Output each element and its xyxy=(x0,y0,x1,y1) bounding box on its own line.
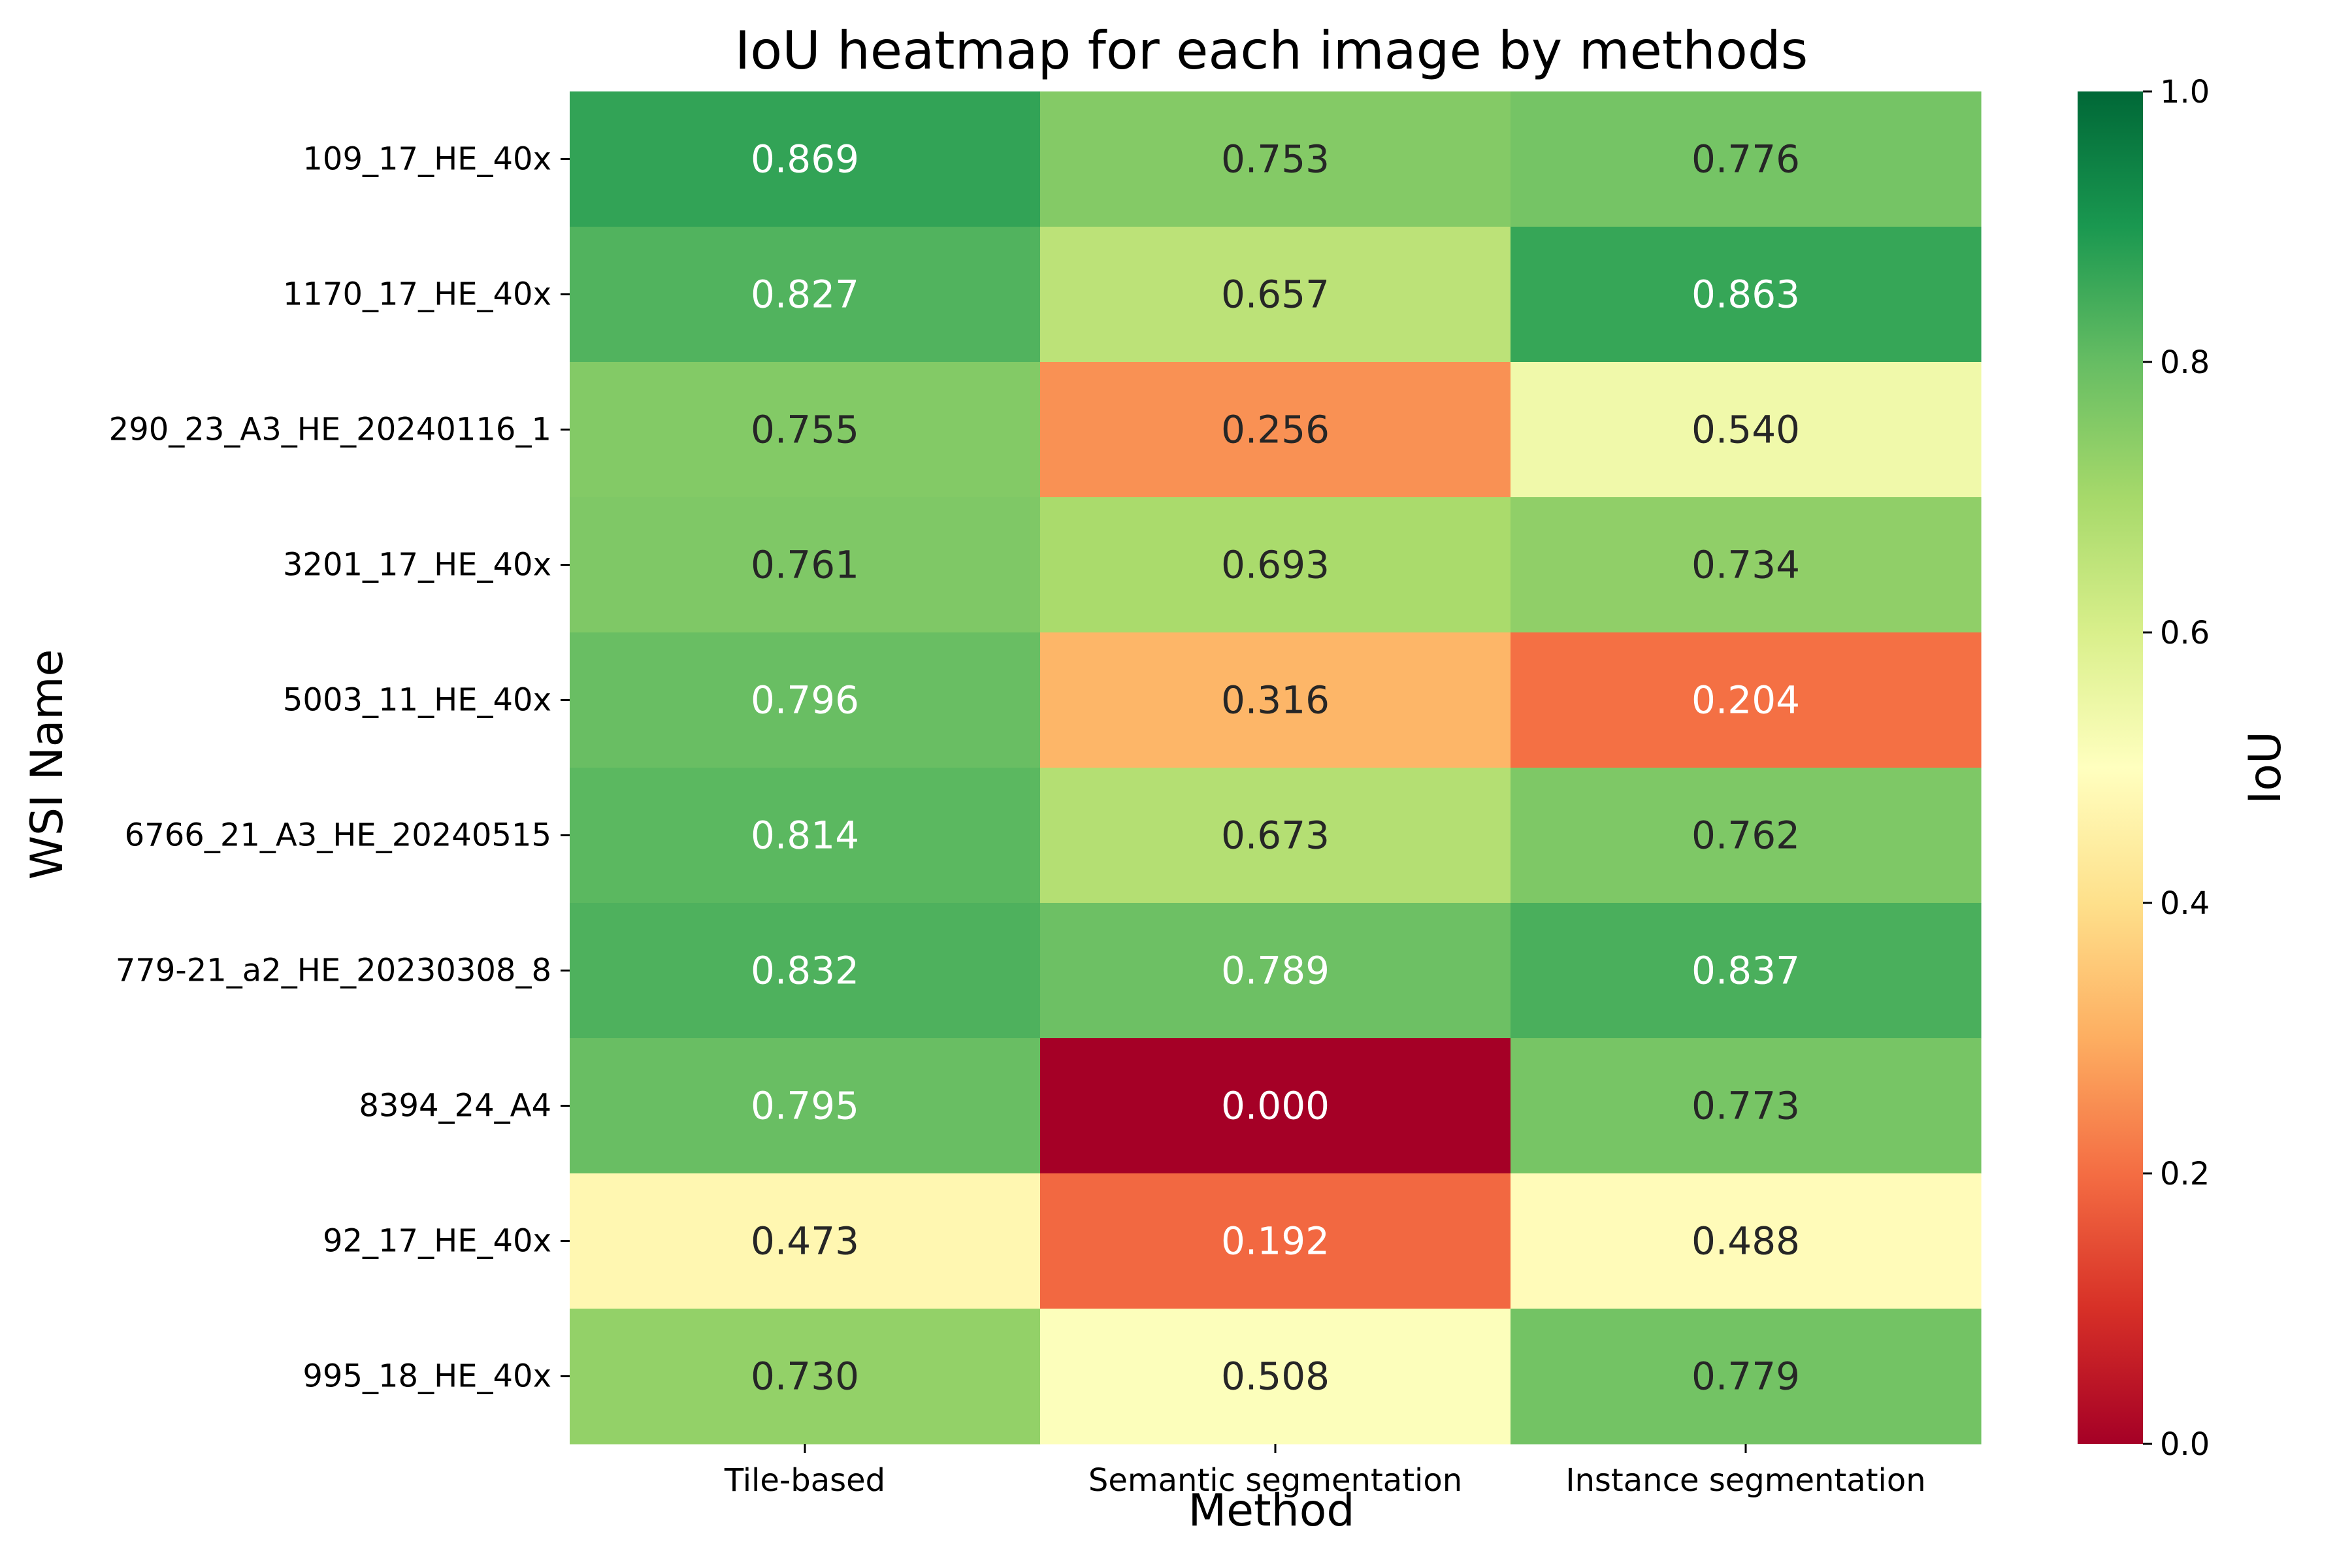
heatmap-cell xyxy=(570,903,1041,1039)
y-tick-label: 1170_17_HE_40x xyxy=(283,276,551,313)
heatmap-cell xyxy=(1040,903,1511,1039)
y-tick-label: 8394_24_A4 xyxy=(359,1088,551,1124)
heatmap-cell xyxy=(1511,1173,1982,1309)
cell-value-label: 0.827 xyxy=(751,272,859,317)
cell-value-label: 0.673 xyxy=(1221,813,1330,858)
chart-title: IoU heatmap for each image by methods xyxy=(735,20,1808,81)
heatmap-cell xyxy=(1511,632,1982,768)
heatmap-cell xyxy=(1511,227,1982,363)
heatmap-cell xyxy=(570,362,1041,498)
y-tick-label: 3201_17_HE_40x xyxy=(283,547,551,583)
heatmap-cell xyxy=(1040,362,1511,498)
cell-value-label: 0.192 xyxy=(1221,1219,1330,1264)
colorbar xyxy=(2078,91,2143,1444)
colorbar-ticks: 0.0 0.2 0.4 0.6 0.8 1.0 xyxy=(2143,74,2210,1463)
cell-value-label: 0.779 xyxy=(1691,1354,1800,1399)
cell-value-label: 0.256 xyxy=(1221,408,1330,452)
cell-value-label: 0.789 xyxy=(1221,949,1330,993)
heatmap-cell xyxy=(570,632,1041,768)
cell-value-label: 0.657 xyxy=(1221,272,1330,317)
heatmap-cell xyxy=(1040,91,1511,227)
heatmap-cell xyxy=(1040,632,1511,768)
heatmap-cell xyxy=(1511,1309,1982,1445)
y-tick-label: 995_18_HE_40x xyxy=(302,1358,551,1395)
cell-value-label: 0.761 xyxy=(751,543,859,587)
cell-value-label: 0.540 xyxy=(1691,408,1800,452)
heatmap-cell xyxy=(570,1309,1041,1445)
heatmap-cell-labels: 0.869 0.753 0.776 0.827 0.657 0.863 0.755 0.256… xyxy=(751,137,1800,1399)
y-tick-label: 6766_21_A3_HE_20240515 xyxy=(125,817,551,854)
cell-value-label: 0.734 xyxy=(1691,543,1800,587)
heatmap-cell xyxy=(570,227,1041,363)
cell-value-label: 0.000 xyxy=(1221,1084,1330,1128)
cell-value-label: 0.795 xyxy=(751,1084,859,1128)
cell-value-label: 0.776 xyxy=(1691,137,1800,182)
cell-value-label: 0.755 xyxy=(751,408,859,452)
heatmap-cell xyxy=(1511,91,1982,227)
heatmap-cell xyxy=(1040,227,1511,363)
cell-value-label: 0.796 xyxy=(751,678,859,723)
cell-value-label: 0.762 xyxy=(1691,813,1800,858)
y-tick-label: 5003_11_HE_40x xyxy=(283,682,551,719)
cell-value-label: 0.473 xyxy=(751,1219,859,1264)
x-tick-label: Instance segmentation xyxy=(1565,1462,1925,1499)
heatmap-cell xyxy=(1040,768,1511,904)
y-tick-label: 92_17_HE_40x xyxy=(323,1223,551,1260)
heatmap-cell xyxy=(570,1038,1041,1174)
x-axis-label: Method xyxy=(1188,1485,1354,1537)
heatmap-cell xyxy=(1040,1309,1511,1445)
heatmap-cell xyxy=(1511,1038,1982,1174)
heatmap-cell xyxy=(1040,1038,1511,1174)
colorbar-label: IoU xyxy=(2240,731,2291,804)
cell-value-label: 0.773 xyxy=(1691,1084,1800,1128)
cell-value-label: 0.730 xyxy=(751,1354,859,1399)
colorbar-tick-label: 0.2 xyxy=(2160,1156,2210,1192)
heatmap-cell xyxy=(1511,768,1982,904)
cell-value-label: 0.693 xyxy=(1221,543,1330,587)
heatmap-cell xyxy=(1511,903,1982,1039)
heatmap-cell xyxy=(570,768,1041,904)
heatmap-cell xyxy=(570,91,1041,227)
cell-value-label: 0.508 xyxy=(1221,1354,1330,1399)
cell-value-label: 0.316 xyxy=(1221,678,1330,723)
heatmap-cell xyxy=(1511,362,1982,498)
heatmap-cell xyxy=(570,497,1041,633)
colorbar-tick-label: 0.8 xyxy=(2160,344,2210,381)
heatmap-cell xyxy=(1040,1173,1511,1309)
y-axis-label: WSI Name xyxy=(22,649,73,880)
cell-value-label: 0.863 xyxy=(1691,272,1800,317)
cell-value-label: 0.869 xyxy=(751,137,859,182)
colorbar-tick-label: 1.0 xyxy=(2160,74,2210,110)
cell-value-label: 0.204 xyxy=(1691,678,1800,723)
colorbar-tick-label: 0.6 xyxy=(2160,615,2210,651)
cell-value-label: 0.488 xyxy=(1691,1219,1800,1264)
cell-value-label: 0.814 xyxy=(751,813,859,858)
y-axis-ticks: 109_17_HE_40x 1170_17_HE_40x 290_23_A3_HE_… xyxy=(109,141,570,1395)
y-tick-label: 779-21_a2_HE_20230308_8 xyxy=(116,953,551,989)
cell-value-label: 0.832 xyxy=(751,949,859,993)
y-tick-label: 109_17_HE_40x xyxy=(302,141,551,178)
colorbar-tick-label: 0.4 xyxy=(2160,885,2210,922)
x-axis-ticks: Tile-based Semantic segmentation Instance … xyxy=(724,1444,1926,1499)
heatmap-cells xyxy=(570,91,1982,1445)
x-tick-label: Semantic segmentation xyxy=(1088,1462,1462,1499)
x-tick-label: Tile-based xyxy=(724,1462,885,1499)
y-tick-label: 290_23_A3_HE_20240116_1 xyxy=(109,412,551,448)
cell-value-label: 0.837 xyxy=(1691,949,1800,993)
heatmap-cell xyxy=(570,1173,1041,1309)
heatmap-cell xyxy=(1040,497,1511,633)
colorbar-tick-label: 0.0 xyxy=(2160,1426,2210,1463)
heatmap-cell xyxy=(1511,497,1982,633)
cell-value-label: 0.753 xyxy=(1221,137,1330,182)
